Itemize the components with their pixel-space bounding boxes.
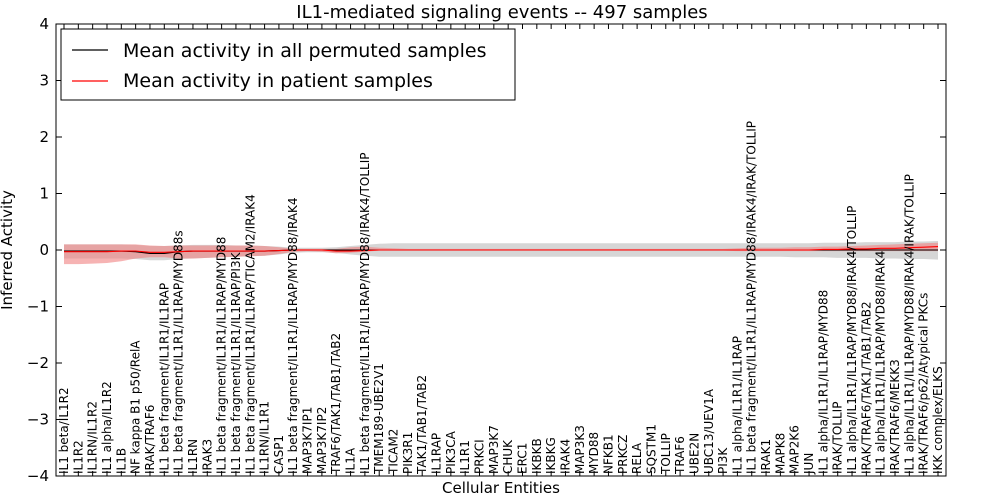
x-tick-label: TRAF6/TAK1/TAB1/TAB2 bbox=[329, 333, 343, 475]
x-tick-label: IL1 beta fragment/IL1R1/IL1RAP/MYD88s bbox=[172, 230, 186, 474]
x-tick-label: IL1A bbox=[344, 447, 358, 474]
x-tick-label: IRAK/TOLLIP bbox=[831, 402, 845, 474]
y-tick-label: −2 bbox=[27, 354, 49, 372]
x-tick-label: IL1 beta fragment/IL1R1/IL1RAP/MYD88/IRA… bbox=[358, 153, 372, 474]
x-tick-label: TAK1/TAB1/TAB2 bbox=[415, 375, 429, 475]
x-tick-label: IL1 alpha/IL1R1/IL1RAP bbox=[730, 336, 744, 474]
y-tick-label: 1 bbox=[39, 185, 49, 203]
x-tick-label: IL1 beta fragment/IL1R1/IL1RAP/MYD88/IRA… bbox=[286, 197, 300, 474]
legend-label-permuted: Mean activity in all permuted samples bbox=[123, 40, 486, 62]
x-tick-label: IL1R1 bbox=[458, 440, 472, 474]
x-tick-label: MAPK8 bbox=[773, 433, 787, 474]
chart-title: IL1-mediated signaling events -- 497 sam… bbox=[296, 2, 707, 23]
x-tick-label: IRAK/TRAF6/p62/Atypical PKCs bbox=[917, 293, 931, 474]
y-tick-label: 4 bbox=[39, 15, 49, 33]
x-tick-label: PRKCI bbox=[473, 439, 487, 474]
x-tick-label: RELA bbox=[630, 442, 644, 474]
legend-label-patient: Mean activity in patient samples bbox=[123, 70, 433, 92]
x-tick-label: TMEM189-UBE2V1 bbox=[372, 363, 386, 475]
x-tick-label: IKBKG bbox=[544, 437, 558, 474]
x-tick-label: IL1RN/IL1R1 bbox=[258, 401, 272, 474]
x-tick-label: IL1RN/IL1R2 bbox=[86, 401, 100, 474]
y-axis-label: Inferred Activity bbox=[0, 190, 16, 310]
x-tick-label: PIK3R1 bbox=[401, 432, 415, 474]
x-tick-label: MAP2K6 bbox=[788, 425, 802, 474]
x-tick-label: IL1RAP bbox=[430, 433, 444, 474]
x-tick-label: IL1 beta fragment/IL1R1/IL1RAP/PI3K bbox=[229, 251, 243, 474]
x-tick-label: IL1 beta fragment/IL1R1/IL1RAP/MYD88/IRA… bbox=[745, 121, 759, 474]
x-tick-label: IRAK/TRAF6/MEKK3 bbox=[888, 359, 902, 474]
y-tick-label: 2 bbox=[39, 128, 49, 146]
x-tick-label: IL1 beta fragment/IL1R1/IL1RAP bbox=[157, 283, 171, 474]
y-tick-label: −4 bbox=[27, 467, 49, 485]
x-tick-label: MYD88 bbox=[587, 432, 601, 474]
x-tick-label: IL1 beta/IL1R2 bbox=[57, 387, 71, 474]
band-patient bbox=[64, 242, 938, 265]
x-tick-label: NFKB1 bbox=[601, 434, 615, 474]
x-tick-label: JUN bbox=[802, 453, 816, 475]
x-tick-label: CHUK bbox=[501, 439, 515, 474]
x-tick-label: IRAK1 bbox=[759, 439, 773, 474]
x-tick-label: TRAF6 bbox=[673, 436, 687, 475]
plot-frame bbox=[55, 23, 947, 477]
y-tick-label: −3 bbox=[27, 411, 49, 429]
x-tick-label: CASP1 bbox=[272, 435, 286, 474]
x-tick-label: SQSTM1 bbox=[644, 424, 658, 474]
x-tick-label: ERC1 bbox=[515, 443, 529, 474]
x-tick-label: IL1 beta fragment/IL1R1/IL1RAP/TICAM2/IR… bbox=[243, 194, 257, 474]
x-tick-label: TICAM2 bbox=[387, 429, 401, 475]
x-tick-label: MAP3K7 bbox=[487, 425, 501, 474]
x-tick-label: UBE2N bbox=[687, 433, 701, 474]
x-axis-label: Cellular Entities bbox=[442, 479, 560, 497]
series-line-patient bbox=[64, 246, 939, 253]
x-tick-label: MAP3K3 bbox=[573, 425, 587, 474]
x-tick-label: PI3K bbox=[716, 447, 730, 474]
x-tick-label: UBC13/UEV1A bbox=[702, 388, 716, 474]
x-tick-label: MAP3K7IP1 bbox=[301, 407, 315, 474]
x-tick-label: IRAK/TRAF6/TAK1/TAB1/TAB2 bbox=[859, 301, 873, 474]
x-tick-label: IL1RN bbox=[186, 439, 200, 474]
y-tick-label: 3 bbox=[39, 72, 49, 90]
x-tick-label: IL1 alpha/IL1R1/IL1RAP/MYD88/IRAK4 bbox=[874, 251, 888, 474]
x-tick-label: MAP3K7IP2 bbox=[315, 407, 329, 474]
x-tick-label: IRAK3 bbox=[200, 439, 214, 474]
y-tick-label: 0 bbox=[39, 241, 49, 259]
x-tick-label: PRKCZ bbox=[616, 435, 630, 474]
x-tick-label: IL1R2 bbox=[71, 440, 85, 474]
x-tick-label: IL1 alpha/IL1R1/IL1RAP/MYD88/IRAK4/TOLLI… bbox=[845, 206, 859, 474]
x-tick-label: IKK complex/ELKS bbox=[931, 366, 945, 474]
y-tick-label: −1 bbox=[27, 298, 49, 316]
x-tick-label: TOLLIP bbox=[659, 433, 673, 475]
x-tick-label: IL1 beta fragment/IL1R1/IL1RAP/MYD88 bbox=[215, 237, 229, 474]
x-tick-label: IRAK4 bbox=[558, 439, 572, 474]
x-tick-label: NF kappa B1 p50/RelA bbox=[129, 340, 143, 474]
x-tick-label: IKBKB bbox=[530, 438, 544, 474]
x-tick-label: IL1 alpha/IL1R2 bbox=[100, 381, 114, 474]
x-tick-label: IL1 alpha/IL1R1/IL1RAP/MYD88 bbox=[816, 290, 830, 474]
x-tick-label: PIK3CA bbox=[444, 430, 458, 474]
legend-box bbox=[60, 28, 516, 101]
legend: Mean activity in all permuted samples Me… bbox=[60, 28, 516, 101]
x-tick-label: IRAK/TRAF6 bbox=[143, 405, 157, 474]
x-tick-label: IL1 alpha/IL1R1/IL1RAP/MYD88/IRAK4/IRAK/… bbox=[902, 174, 916, 474]
x-tick-label: IL1B bbox=[114, 448, 128, 474]
